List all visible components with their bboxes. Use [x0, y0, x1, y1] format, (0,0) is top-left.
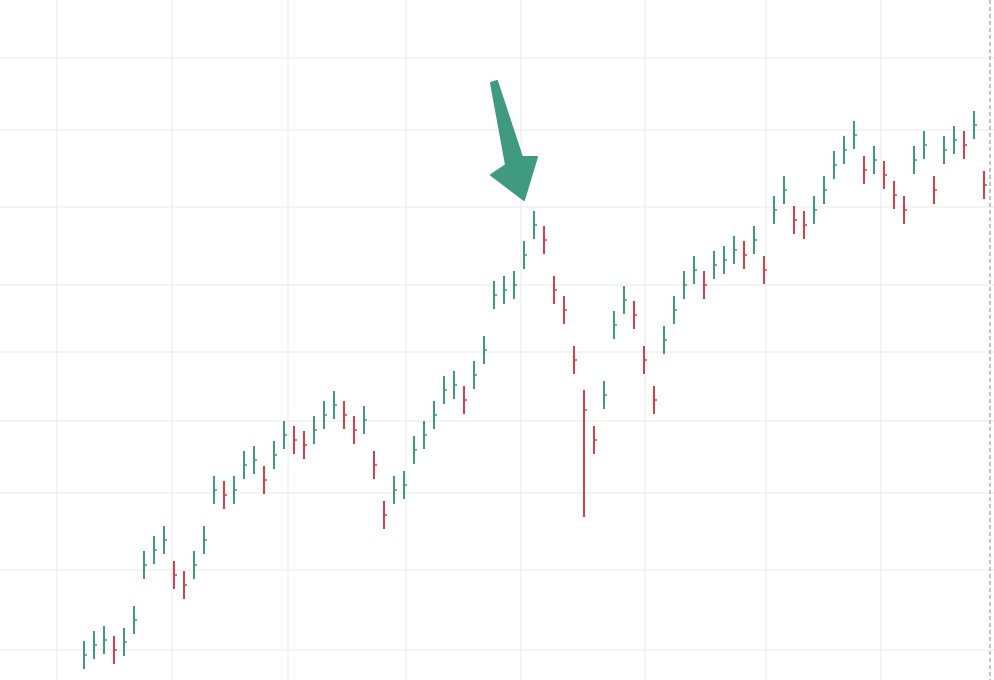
bars — [83, 111, 987, 669]
annotation-arrow — [490, 80, 538, 201]
